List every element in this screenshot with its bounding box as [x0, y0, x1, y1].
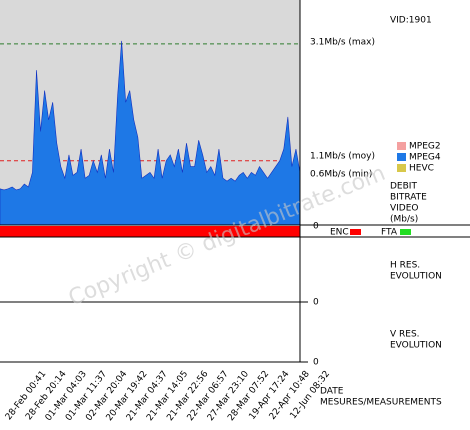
- status-label: FTA: [381, 228, 398, 238]
- ref-label: 1.1Mb/s (moy): [310, 152, 375, 162]
- vid-label: VID:1901: [390, 16, 432, 26]
- status-box: [350, 229, 361, 235]
- axis-title: (Mb/s): [390, 215, 418, 225]
- ref-label: 3.1Mb/s (max): [310, 38, 375, 48]
- panel-label: V RES.: [390, 330, 420, 340]
- panel-label: EVOLUTION: [390, 341, 442, 351]
- x-axis-title: DATE: [320, 387, 344, 397]
- legend-label: MPEG2: [409, 142, 441, 152]
- panel-label: H RES.: [390, 261, 420, 271]
- y-tick-label: 0: [313, 298, 319, 308]
- status-box: [400, 229, 411, 235]
- status-label: ENC: [330, 228, 349, 238]
- x-axis-title: MESURES/MEASUREMENTS: [320, 398, 442, 408]
- axis-title: BITRATE: [390, 193, 427, 203]
- enc-bar: [0, 226, 300, 237]
- y-tick-label: 0: [313, 358, 319, 368]
- legend-swatch: [397, 164, 406, 172]
- legend-label: MPEG4: [409, 153, 441, 163]
- axis-title: VIDEO: [390, 204, 419, 214]
- area: [0, 40, 301, 226]
- ref-label: 0.6Mb/s (min): [310, 170, 372, 180]
- legend-swatch: [397, 153, 406, 161]
- panel-label: EVOLUTION: [390, 272, 442, 282]
- legend-label: HEVC: [409, 164, 434, 174]
- axis-title: DEBIT: [390, 182, 417, 192]
- legend-swatch: [397, 142, 406, 150]
- y-tick-label: 0: [313, 222, 319, 232]
